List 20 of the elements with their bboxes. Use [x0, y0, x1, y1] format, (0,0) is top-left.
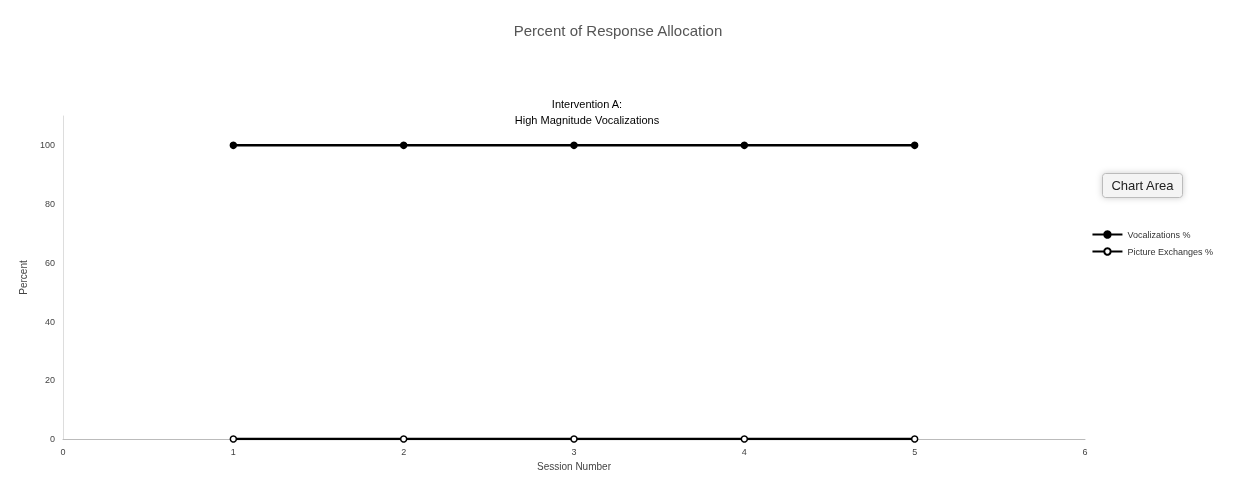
- chart-subtitle: Intervention A: High Magnitude Vocalizations: [514, 98, 660, 126]
- x-tick-label: 0: [60, 446, 66, 457]
- x-tick-label: 1: [230, 446, 236, 457]
- chart-title: Percent of Response Allocation: [513, 22, 723, 39]
- y-tick-label: 60: [44, 257, 55, 268]
- y-tick-label: 40: [44, 316, 55, 327]
- y-tick-label: 20: [44, 375, 55, 386]
- legend-label: Vocalizations %: [1127, 229, 1191, 240]
- x-tick-label: 2: [401, 446, 407, 457]
- legend-label: Picture Exchanges %: [1127, 246, 1213, 257]
- x-tick-label: 3: [571, 446, 577, 457]
- y-tick-label: 80: [44, 199, 55, 210]
- y-tick-label: 0: [49, 434, 55, 444]
- x-tick-label: 6: [1082, 446, 1088, 457]
- y-axis-title: Percent: [17, 260, 29, 295]
- x-tick-label: 4: [741, 446, 747, 457]
- x-tick-label: 5: [912, 446, 918, 457]
- x-axis-title: Session Number: [537, 460, 612, 472]
- y-tick-label: 100: [39, 140, 55, 151]
- text: Chart Area: [1111, 178, 1175, 193]
